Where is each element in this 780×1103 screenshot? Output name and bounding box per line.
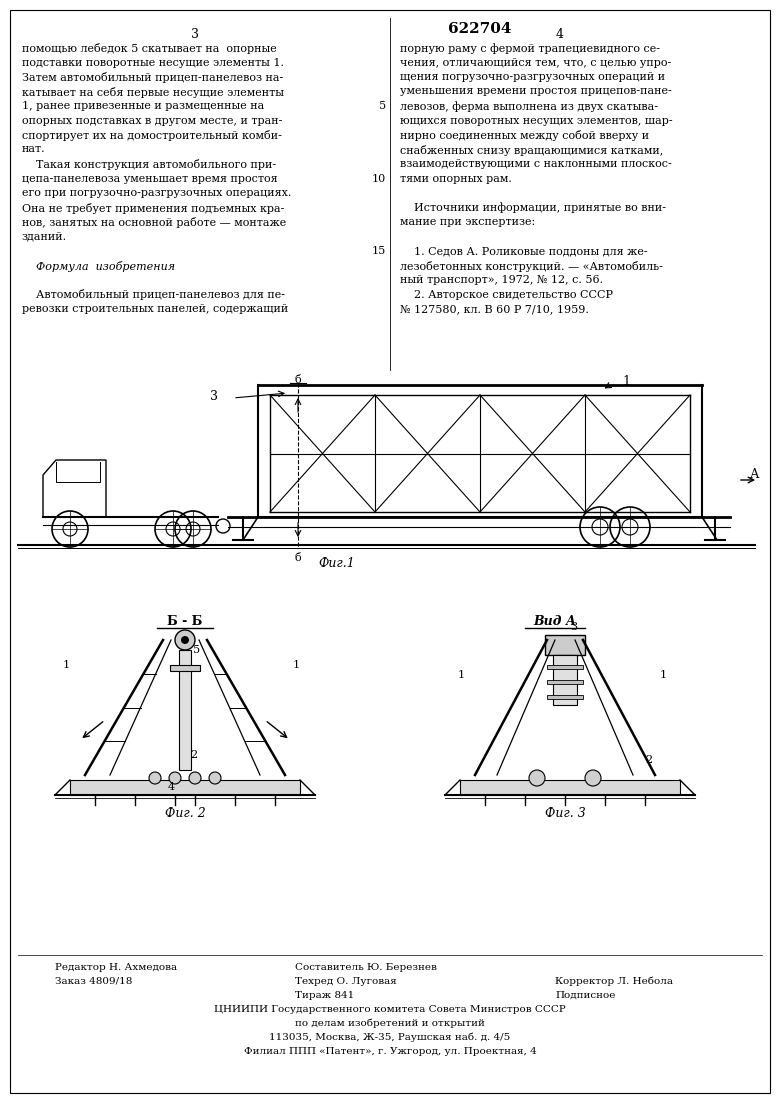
Text: нов, занятых на основной работе — монтаже: нов, занятых на основной работе — монтаж… xyxy=(22,217,286,228)
Text: помощью лебедок 5 скатывает на  опорные: помощью лебедок 5 скатывает на опорные xyxy=(22,43,277,54)
Text: Подписное: Подписное xyxy=(555,990,615,1000)
Text: ющихся поворотных несущих элементов, шар-: ющихся поворотных несущих элементов, шар… xyxy=(400,116,672,126)
Bar xyxy=(557,655,573,685)
Bar xyxy=(547,681,583,684)
Text: б: б xyxy=(295,553,301,563)
Text: Филиал ППП «Патент», г. Ужгород, ул. Проектная, 4: Филиал ППП «Патент», г. Ужгород, ул. Про… xyxy=(243,1047,537,1056)
Text: зданий.: зданий. xyxy=(22,232,67,242)
Text: 1: 1 xyxy=(622,375,630,388)
Text: 10: 10 xyxy=(372,173,386,183)
Text: 3: 3 xyxy=(191,28,199,41)
Text: 1: 1 xyxy=(293,660,300,670)
Circle shape xyxy=(529,770,545,786)
Text: катывает на себя первые несущие элементы: катывает на себя первые несущие элементы xyxy=(22,86,284,97)
Text: Она не требует применения подъемных кра-: Она не требует применения подъемных кра- xyxy=(22,203,285,214)
Text: Тираж 841: Тираж 841 xyxy=(295,990,354,1000)
Text: 1: 1 xyxy=(458,670,465,681)
Text: Вид А: Вид А xyxy=(534,615,576,628)
Text: Формула  изобретения: Формула изобретения xyxy=(22,260,176,271)
Text: 15: 15 xyxy=(372,246,386,256)
Text: 5: 5 xyxy=(193,645,200,655)
Text: снабженных снизу вращающимися катками,: снабженных снизу вращающимися катками, xyxy=(400,144,663,156)
Text: 113035, Москва, Ж-35, Раушская наб. д. 4/5: 113035, Москва, Ж-35, Раушская наб. д. 4… xyxy=(269,1034,511,1042)
Text: нат.: нат. xyxy=(22,144,45,154)
Text: 5: 5 xyxy=(379,101,386,111)
Text: цепа-панелевоза уменьшает время простоя: цепа-панелевоза уменьшает время простоя xyxy=(22,173,278,183)
Text: № 127580, кл. В 60 Р 7/10, 1959.: № 127580, кл. В 60 Р 7/10, 1959. xyxy=(400,304,589,314)
Text: взаимодействующими с наклонными плоскос-: взаимодействующими с наклонными плоскос- xyxy=(400,159,672,169)
Text: уменьшения времени простоя прицепов-пане-: уменьшения времени простоя прицепов-пане… xyxy=(400,86,672,96)
Text: 3: 3 xyxy=(570,622,577,632)
Text: Фиг.1: Фиг.1 xyxy=(318,557,355,570)
Text: Затем автомобильный прицеп-панелевоз на-: Затем автомобильный прицеп-панелевоз на- xyxy=(22,72,283,83)
Circle shape xyxy=(181,636,189,644)
Text: 4: 4 xyxy=(168,782,175,792)
Text: по делам изобретений и открытий: по делам изобретений и открытий xyxy=(295,1019,485,1028)
Text: порную раму с фермой трапециевидного се-: порную раму с фермой трапециевидного се- xyxy=(400,43,660,54)
Text: Составитель Ю. Березнев: Составитель Ю. Березнев xyxy=(295,963,437,972)
Text: 2. Авторское свидетельство СССР: 2. Авторское свидетельство СССР xyxy=(400,289,613,300)
Text: Б - Б: Б - Б xyxy=(168,615,203,628)
Text: б: б xyxy=(295,375,301,385)
Text: Такая конструкция автомобильного при-: Такая конструкция автомобильного при- xyxy=(22,159,276,170)
Bar xyxy=(460,780,680,795)
Text: Фиг. 2: Фиг. 2 xyxy=(165,807,205,820)
Text: 4: 4 xyxy=(556,28,564,41)
Text: А: А xyxy=(750,469,760,482)
Circle shape xyxy=(175,630,195,650)
Text: Заказ 4809/18: Заказ 4809/18 xyxy=(55,977,133,986)
Circle shape xyxy=(189,772,201,784)
Text: Техред О. Луговая: Техред О. Луговая xyxy=(295,977,397,986)
Bar xyxy=(70,780,300,795)
Text: его при погрузочно-разгрузочных операциях.: его при погрузочно-разгрузочных операция… xyxy=(22,188,292,199)
Circle shape xyxy=(169,772,181,784)
Bar xyxy=(170,665,200,671)
Text: левозов, ферма выполнена из двух скатыва-: левозов, ферма выполнена из двух скатыва… xyxy=(400,101,658,111)
Text: 2: 2 xyxy=(190,750,197,760)
Text: нирно соединенных между собой вверху и: нирно соединенных между собой вверху и xyxy=(400,130,649,141)
Text: чения, отличающийся тем, что, с целью упро-: чения, отличающийся тем, что, с целью уп… xyxy=(400,57,672,67)
Text: Редактор Н. Ахмедова: Редактор Н. Ахмедова xyxy=(55,963,177,972)
Circle shape xyxy=(209,772,221,784)
Text: спортирует их на домостроительный комби-: спортирует их на домостроительный комби- xyxy=(22,130,282,141)
Text: опорных подставках в другом месте, и тран-: опорных подставках в другом месте, и тра… xyxy=(22,116,282,126)
Bar xyxy=(553,655,577,705)
Text: 3: 3 xyxy=(210,390,218,403)
Text: щения погрузочно-разгрузочных операций и: щения погрузочно-разгрузочных операций и xyxy=(400,72,665,82)
Text: 1. Седов А. Роликовые поддоны для же-: 1. Седов А. Роликовые поддоны для же- xyxy=(400,246,647,256)
Bar xyxy=(179,650,191,770)
Circle shape xyxy=(585,770,601,786)
Text: 1: 1 xyxy=(63,660,70,670)
Text: ЦНИИПИ Государственного комитета Совета Министров СССР: ЦНИИПИ Государственного комитета Совета … xyxy=(215,1005,566,1014)
Text: Корректор Л. Небола: Корректор Л. Небола xyxy=(555,977,673,986)
Text: Источники информации, принятые во вни-: Источники информации, принятые во вни- xyxy=(400,203,666,213)
Text: Фиг. 3: Фиг. 3 xyxy=(544,807,585,820)
Text: ревозки строительных панелей, содержащий: ревозки строительных панелей, содержащий xyxy=(22,304,289,314)
Text: лезобетонных конструкций. — «Автомобиль-: лезобетонных конструкций. — «Автомобиль- xyxy=(400,260,663,271)
Text: ный транспорт», 1972, № 12, с. 56.: ный транспорт», 1972, № 12, с. 56. xyxy=(400,275,603,285)
Text: Автомобильный прицеп-панелевоз для пе-: Автомобильный прицеп-панелевоз для пе- xyxy=(22,289,285,300)
Bar xyxy=(547,665,583,670)
Text: 622704: 622704 xyxy=(448,22,512,36)
Text: 1, ранее привезенные и размещенные на: 1, ранее привезенные и размещенные на xyxy=(22,101,264,111)
Text: 1: 1 xyxy=(660,670,667,681)
Circle shape xyxy=(149,772,161,784)
Text: мание при экспертизе:: мание при экспертизе: xyxy=(400,217,535,227)
Text: тями опорных рам.: тями опорных рам. xyxy=(400,173,512,183)
Bar xyxy=(545,635,585,655)
Text: 2: 2 xyxy=(645,754,652,765)
Text: подставки поворотные несущие элементы 1.: подставки поворотные несущие элементы 1. xyxy=(22,57,284,67)
Bar xyxy=(547,695,583,699)
